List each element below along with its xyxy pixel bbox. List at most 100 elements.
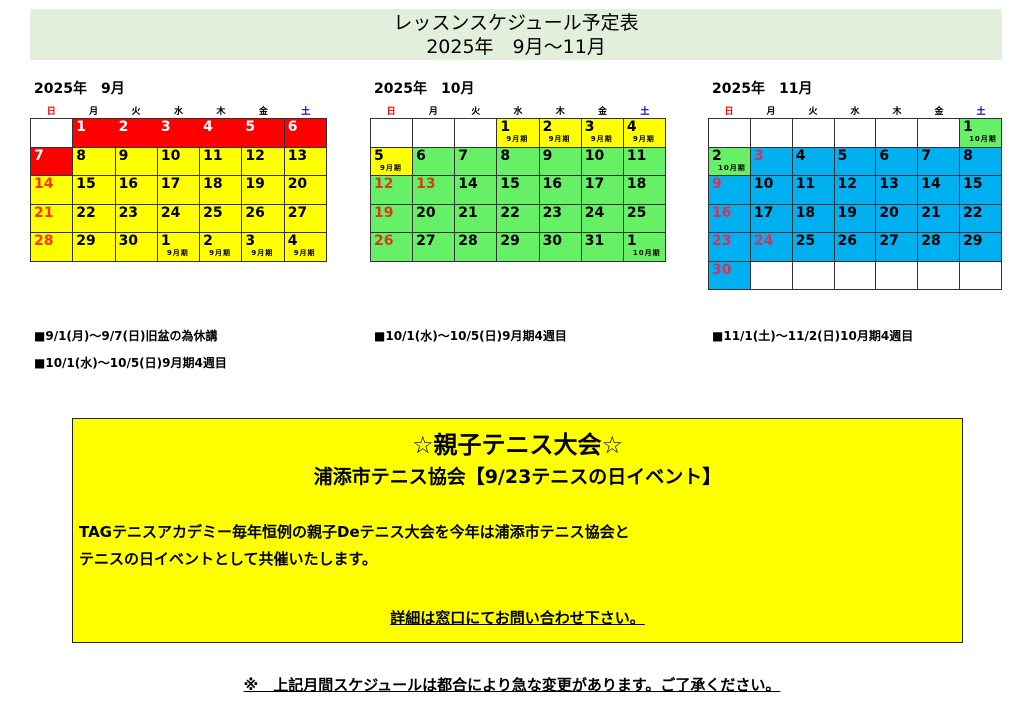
calendar-week: 16 17 18 19 20 21 22 xyxy=(708,203,1002,233)
calendar-day: 11 xyxy=(791,175,835,205)
day-number: 18 xyxy=(795,204,816,221)
calendar-day: 1 xyxy=(72,118,116,148)
calendar-grid: 1 2 3 4 5 6 7 8 9 10 11 12 13 14 15 16 17 18 19 20 21 22 23 24 2… xyxy=(29,118,328,262)
term-label: 9月期 xyxy=(548,135,571,143)
day-number: 18 xyxy=(203,176,223,192)
calendar-day: 9 xyxy=(114,146,158,176)
calendar-day: 27 xyxy=(875,232,919,262)
weekday-label: 火 xyxy=(808,107,818,117)
day-number: 6 xyxy=(287,119,298,135)
day-number: 22 xyxy=(963,204,983,221)
day-number: 12 xyxy=(837,176,858,192)
calendar-day xyxy=(833,118,877,148)
weekday-header: 日月火水木金土 xyxy=(708,104,1002,118)
day-number: 27 xyxy=(416,233,436,249)
weekday-label: 月 xyxy=(428,107,438,117)
calendar-day xyxy=(875,260,919,290)
calendar-day: 12 xyxy=(241,146,285,176)
calendar-day: 22 xyxy=(496,203,540,233)
day-number: 24 xyxy=(160,204,181,221)
calendar-day: 4 9月期 xyxy=(622,118,667,148)
day-number: 22 xyxy=(500,204,520,221)
day-number: 28 xyxy=(34,233,54,249)
day-number: 28 xyxy=(921,233,941,249)
calendar-day: 22 xyxy=(72,203,116,233)
day-number: 25 xyxy=(203,204,223,221)
calendar-day: 23 xyxy=(538,203,582,233)
day-number: 25 xyxy=(795,233,816,249)
calendar-day: 21 xyxy=(29,203,74,233)
calendar-day: 30 xyxy=(538,232,582,262)
calendar-day: 19 xyxy=(369,203,414,233)
calendar-day: 19 xyxy=(241,175,285,205)
calendar-day xyxy=(369,118,414,148)
calendar-day: 3 9月期 xyxy=(580,118,624,148)
day-number: 4 xyxy=(626,119,637,135)
term-label: 10月期 xyxy=(632,249,661,257)
day-number: 1 xyxy=(500,119,511,135)
day-number: 26 xyxy=(837,233,858,249)
calendar-day: 30 xyxy=(114,232,158,262)
calendar-day: 4 xyxy=(199,118,243,148)
term-label: 9月期 xyxy=(293,249,316,257)
calendar-day: 14 xyxy=(454,175,498,205)
event-announcement: ☆親子テニス大会☆ 浦添市テニス協会【9/23テニスの日イベント】 TAGテニス… xyxy=(72,418,963,643)
calendar-week: 9 10 11 12 13 14 15 xyxy=(708,175,1002,205)
calendar-day: 13 xyxy=(412,175,456,205)
weekday-label: 金 xyxy=(258,107,268,117)
calendar-day: 11 xyxy=(199,146,243,176)
calendar-day: 31 xyxy=(580,232,624,262)
calendar-day: 26 xyxy=(833,232,877,262)
day-number: 23 xyxy=(542,204,563,221)
calendar-day xyxy=(749,260,793,290)
day-number: 29 xyxy=(76,233,96,249)
calendar-day: 16 xyxy=(708,203,751,233)
calendar-day: 14 xyxy=(917,175,961,205)
term-label: 9月期 xyxy=(632,135,655,143)
calendar-day xyxy=(791,260,835,290)
day-number: 8 xyxy=(500,147,511,164)
calendar-grid: 1 9月期 2 9月期 3 9月期 4 9月期 5 9月期 6 7 8 9 10 11 12 13 14 15 16 17… xyxy=(369,118,667,262)
weekday-label: 土 xyxy=(976,107,986,117)
note: ■10/1(水)～10/5(日)9月期4週目 xyxy=(34,356,227,370)
calendar-day: 19 xyxy=(833,203,877,233)
weekday-label: 月 xyxy=(89,107,99,117)
calendar-day: 7 xyxy=(454,146,498,176)
day-number: 13 xyxy=(416,176,436,192)
weekday-label: 水 xyxy=(850,107,860,117)
day-number: 26 xyxy=(374,233,394,249)
calendar-day: 2 10月期 xyxy=(708,146,751,176)
day-number: 20 xyxy=(879,204,899,221)
calendar-day: 24 xyxy=(580,203,624,233)
day-number: 21 xyxy=(34,204,54,221)
calendar-day: 12 xyxy=(833,175,877,205)
calendar-day: 2 9月期 xyxy=(538,118,582,148)
day-number: 21 xyxy=(921,204,941,221)
day-number: 1 xyxy=(76,119,87,135)
calendar-day: 18 xyxy=(622,175,667,205)
day-number: 15 xyxy=(500,176,520,192)
day-number: 7 xyxy=(458,147,469,164)
calendar-day: 7 xyxy=(29,146,74,176)
calendar-day: 7 xyxy=(917,146,961,176)
day-number: 27 xyxy=(287,204,308,221)
calendar-day: 25 xyxy=(791,232,835,262)
title-line2: 2025年 9月～11月 xyxy=(426,36,606,58)
notes-september: ■9/1(月)～9/7(日)旧盆の為休講 ■10/1(水)～10/5(日)9月期… xyxy=(34,323,227,377)
note: ■9/1(月)～9/7(日)旧盆の為休講 xyxy=(34,329,218,343)
weekday-label: 日 xyxy=(724,107,734,117)
calendar-day: 15 xyxy=(72,175,116,205)
day-number: 4 xyxy=(287,233,298,249)
calendar-day: 4 xyxy=(791,146,835,176)
calendar-week: 2 10月期 3 4 5 6 7 8 xyxy=(708,146,1002,176)
calendar-day xyxy=(791,118,835,148)
calendar-day: 3 xyxy=(156,118,201,148)
day-number: 2 xyxy=(203,233,213,249)
calendar-day: 26 xyxy=(369,232,414,262)
day-number: 14 xyxy=(34,176,54,192)
day-number: 1 xyxy=(963,119,973,135)
day-number: 27 xyxy=(879,233,899,249)
month-title: 2025年 11月 xyxy=(712,81,813,97)
calendar-day: 8 xyxy=(959,146,1002,176)
calendar-day: 10 xyxy=(156,146,201,176)
